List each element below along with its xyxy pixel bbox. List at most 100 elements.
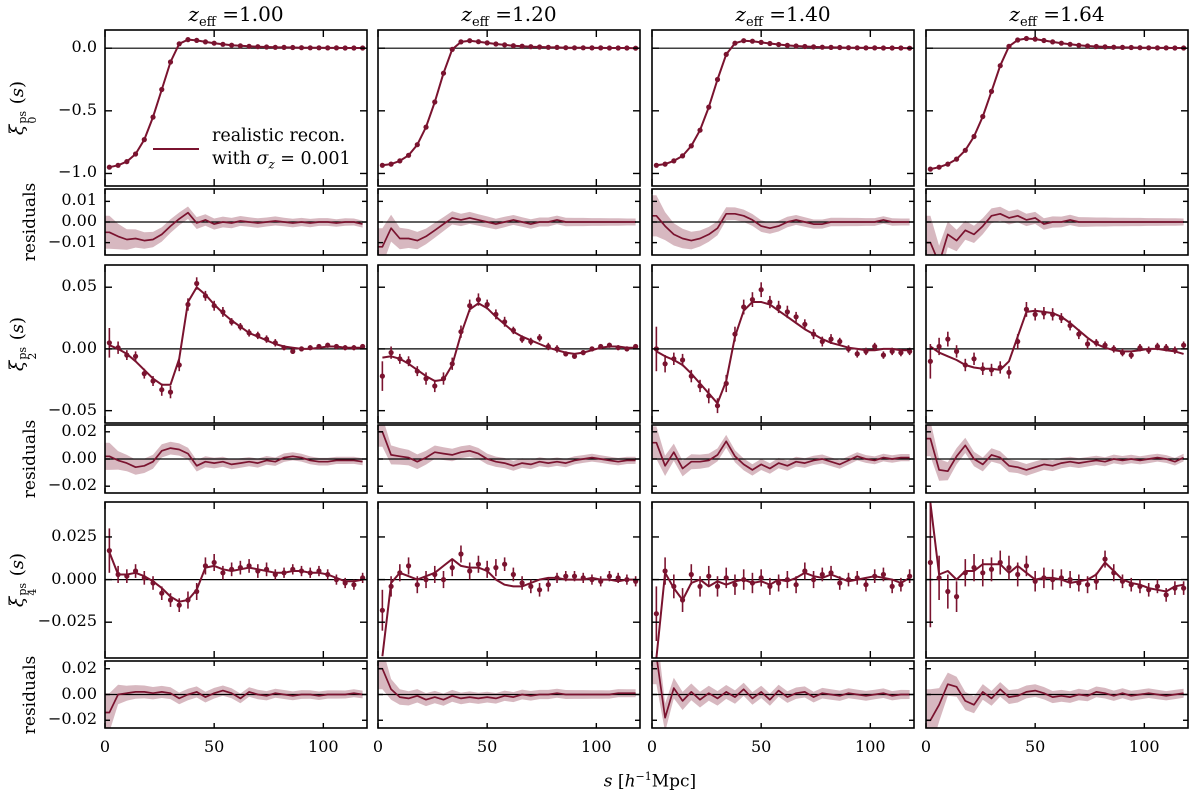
x-tick-label: 50 [1024,737,1046,756]
data-point [141,575,147,581]
data-point [880,45,887,51]
data-point [810,44,817,50]
data-point [493,311,499,317]
y-tick-label: 0.00 [61,337,97,357]
data-point [150,580,156,586]
data-point [749,38,756,44]
residual-curve [378,217,636,248]
data-point [316,45,322,51]
model-curve [382,302,636,382]
data-point [936,164,942,170]
data-point [545,582,551,588]
data-point [889,45,895,51]
data-point [237,565,243,571]
data-point [714,76,721,83]
data-point [854,351,860,357]
data-point [1102,342,1108,348]
data-point [563,45,569,51]
data-point [272,44,278,50]
data-point [405,563,412,569]
data-point [229,42,235,48]
data-point [837,580,843,586]
y-tick-label: 0.0 [71,37,97,57]
data-point [653,162,659,168]
data-point [563,573,569,579]
data-point [706,393,712,399]
data-point [732,331,738,337]
data-point [423,124,429,130]
data-point [927,166,933,172]
data-point [889,583,895,590]
data-point [784,309,790,315]
data-point [962,570,968,576]
data-point [325,45,331,51]
panel-frame [651,264,915,424]
data-point [360,343,366,350]
data-point [662,568,668,574]
model-curve [108,551,363,603]
data-point [272,571,278,578]
data-point [671,158,677,164]
data-point [997,63,1003,69]
panel-xi4-col4 [925,501,1189,659]
data-point [229,319,235,325]
data-point [211,40,217,46]
data-point [1093,340,1099,346]
data-point [776,580,782,586]
column-title-zeff-1.40: zeff =1.40 [735,2,831,30]
data-point [397,158,403,164]
data-point [194,280,200,287]
data-point [945,588,951,595]
data-point [802,568,808,574]
data-point [1128,44,1134,51]
data-point [1146,347,1152,353]
data-point [962,362,968,368]
panel-frame [104,660,368,729]
data-point [589,45,595,51]
data-point [255,44,261,50]
data-point [351,582,357,588]
data-point [889,348,895,354]
panel-xi4-col1 [104,501,368,659]
data-point [1032,311,1038,317]
data-point [571,573,578,579]
panel-frame [925,424,1189,494]
y-tick-label: 0.01 [61,190,97,210]
data-point [545,44,551,50]
data-point [432,571,438,578]
data-point [194,588,200,595]
data-point [1093,578,1099,584]
data-point [342,45,348,51]
data-point [997,559,1003,566]
data-point [281,44,287,51]
data-point [1137,45,1143,51]
data-point [1119,350,1126,356]
model-curve [929,309,1184,371]
data-point [837,44,843,51]
data-point [519,336,525,342]
data-point [1172,347,1178,353]
data-point [440,577,447,583]
data-point [1050,311,1056,317]
data-point [953,348,960,354]
x-tick-label: 0 [646,737,658,756]
data-point [502,42,508,48]
data-point [580,350,586,356]
data-point [863,582,869,588]
y-tick-label: 0.00 [61,211,97,230]
data-point [872,45,878,51]
data-point [1041,310,1047,316]
data-point [510,43,516,49]
data-point [405,152,412,158]
data-point [124,352,130,358]
data-point [723,575,729,581]
data-point [388,583,394,590]
data-point [414,368,420,374]
column-title-zeff-1.20: zeff =1.20 [461,2,557,30]
model-curve [655,301,910,405]
data-point [706,104,712,110]
data-point [945,161,951,167]
data-point [528,338,534,345]
data-point [159,590,165,596]
data-point [150,114,156,120]
